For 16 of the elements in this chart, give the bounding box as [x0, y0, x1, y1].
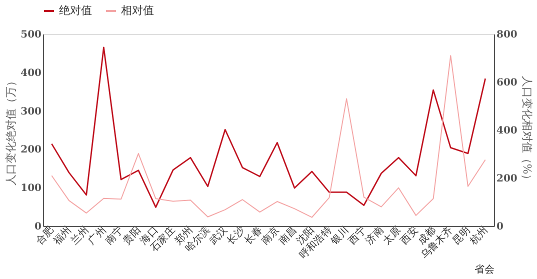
y2-tick-label: 600: [496, 78, 518, 88]
legend-label: 绝对值: [59, 4, 92, 17]
y-tick-label: 500: [20, 30, 42, 40]
y2-axis-title: 人口变化相对值（%）: [520, 76, 534, 186]
y-tick-label: 200: [20, 144, 42, 156]
y2-tick-label: 200: [496, 174, 518, 184]
y2-tick-label: 0: [496, 222, 504, 232]
y-tick-label: 0: [34, 222, 42, 232]
x-axis-title: 省会: [474, 263, 494, 276]
y2-tick-label: 400: [496, 126, 518, 136]
y-tick-label: 400: [20, 68, 42, 79]
legend-label: 相对值: [121, 4, 154, 17]
y-tick-label: 100: [20, 183, 42, 194]
y2-tick-label: 800: [496, 30, 518, 40]
y-axis-title: 人口变化绝对值（万）: [4, 76, 18, 186]
y-tick-label: 300: [20, 106, 42, 118]
